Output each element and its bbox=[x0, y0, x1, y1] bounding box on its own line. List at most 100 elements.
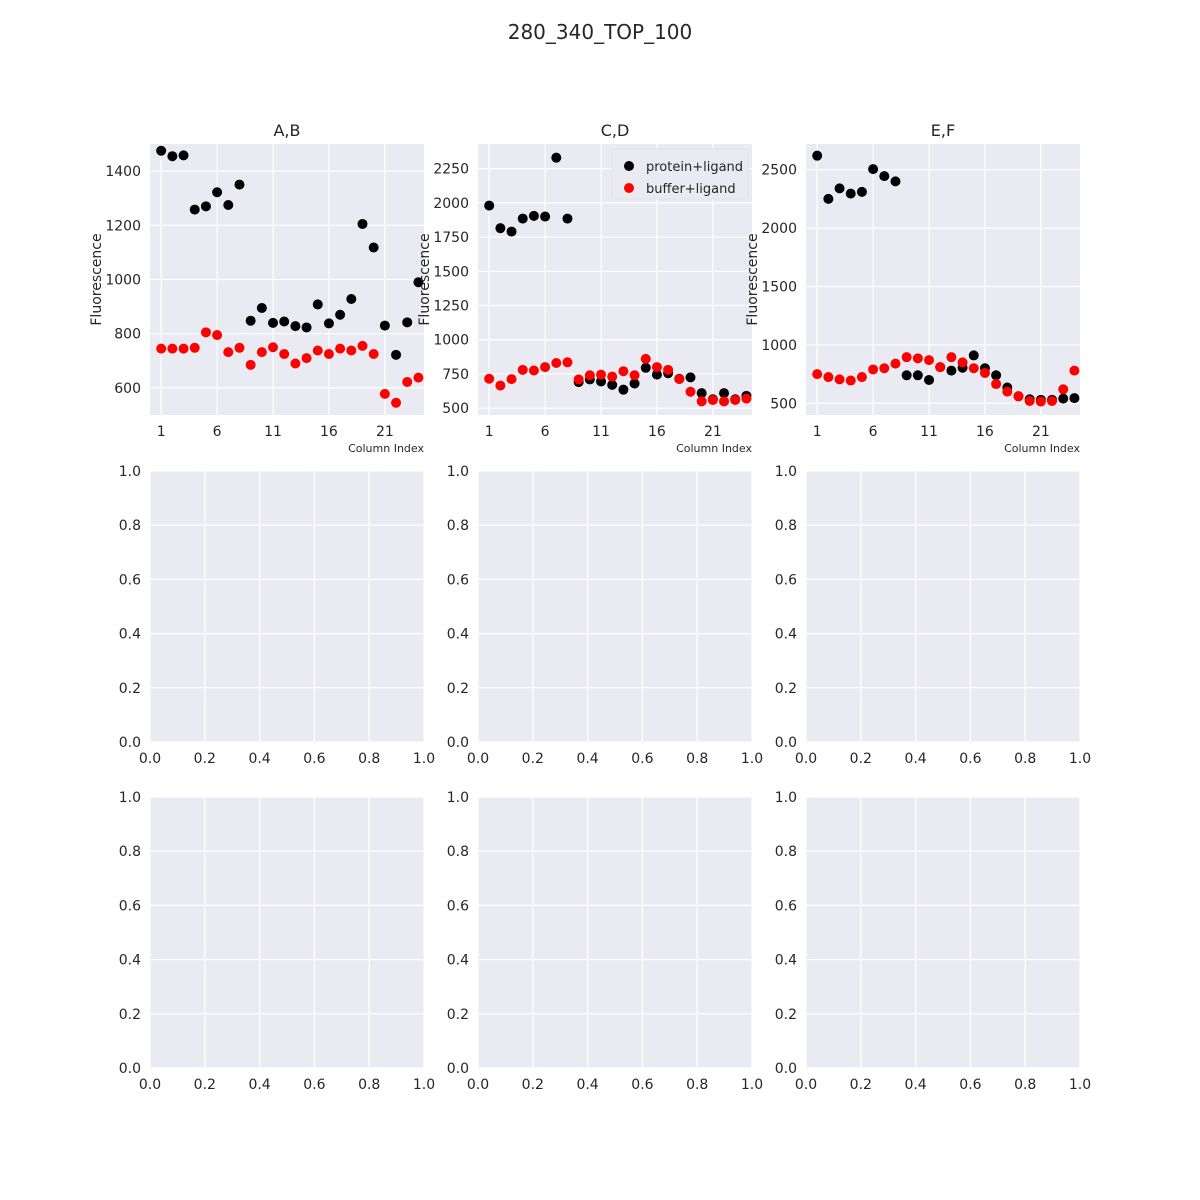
y-tick-label: 750 bbox=[442, 367, 469, 383]
data-point bbox=[651, 369, 662, 380]
data-point bbox=[584, 370, 595, 381]
data-point bbox=[812, 369, 823, 380]
x-tick-label: 6 bbox=[869, 424, 878, 440]
data-point bbox=[256, 302, 267, 313]
data-point bbox=[551, 152, 562, 163]
y-tick-label: 0.6 bbox=[775, 898, 797, 914]
x-tick-label: 1 bbox=[813, 424, 822, 440]
y-tick-label: 500 bbox=[442, 401, 469, 417]
y-tick-label: 0.8 bbox=[775, 844, 797, 860]
y-tick-label: 1.0 bbox=[119, 464, 141, 480]
y-tick-label: 2500 bbox=[761, 163, 797, 179]
y-tick-label: 0.8 bbox=[775, 518, 797, 534]
x-tick-label: 0.8 bbox=[1014, 751, 1036, 767]
chart-panel-5: 0.0 0.2 0.4 0.6 0.8 1.0 0.0 0.2 0.4 0.6 0.8 1.0 bbox=[447, 464, 763, 767]
data-point bbox=[991, 370, 1002, 381]
y-tick-label: 0.8 bbox=[119, 844, 141, 860]
legend-box bbox=[611, 148, 749, 200]
data-point bbox=[957, 357, 968, 368]
y-axis-label: Fluorescence bbox=[417, 233, 433, 325]
data-point bbox=[1013, 391, 1024, 402]
data-point bbox=[346, 294, 357, 305]
data-point bbox=[517, 213, 528, 224]
data-point bbox=[335, 309, 346, 320]
chart-panel-7: 0.0 0.2 0.4 0.6 0.8 1.0 0.0 0.2 0.4 0.6 0.8 1.0 bbox=[119, 790, 435, 1093]
y-tick-label: 1400 bbox=[105, 164, 141, 180]
x-tick-label: 1.0 bbox=[413, 1077, 435, 1093]
panel-title: C,D bbox=[601, 121, 630, 140]
x-tick-label: 0.0 bbox=[467, 1077, 489, 1093]
data-point bbox=[696, 396, 707, 407]
data-point bbox=[413, 277, 424, 288]
data-point bbox=[640, 362, 651, 373]
data-point bbox=[856, 372, 867, 383]
data-point bbox=[968, 350, 979, 361]
data-point bbox=[562, 213, 573, 224]
y-tick-label: 1200 bbox=[105, 218, 141, 234]
y-tick-label: 1.0 bbox=[447, 790, 469, 806]
data-point bbox=[596, 376, 607, 387]
data-point bbox=[1024, 395, 1035, 406]
legend-entry: buffer+ligand bbox=[646, 182, 736, 197]
plot-area bbox=[150, 797, 424, 1068]
data-point bbox=[856, 186, 867, 197]
x-tick-label: 16 bbox=[976, 424, 994, 440]
data-point bbox=[607, 379, 618, 390]
data-point bbox=[312, 345, 323, 356]
data-point bbox=[357, 340, 368, 351]
y-tick-label: 500 bbox=[770, 396, 797, 412]
x-tick-label: 1.0 bbox=[741, 751, 763, 767]
data-point bbox=[868, 164, 879, 175]
y-tick-label: 0.2 bbox=[119, 681, 141, 697]
data-point bbox=[223, 347, 234, 358]
y-tick-label: 0.8 bbox=[447, 518, 469, 534]
x-tick-label: 0.4 bbox=[904, 751, 926, 767]
data-point bbox=[823, 193, 834, 204]
data-point bbox=[968, 363, 979, 374]
data-point bbox=[379, 320, 390, 331]
data-point bbox=[607, 371, 618, 382]
y-tick-label: 0.0 bbox=[447, 1061, 469, 1077]
data-point bbox=[991, 379, 1002, 390]
data-point bbox=[178, 343, 189, 354]
data-point bbox=[901, 370, 912, 381]
series-protein-ligand bbox=[156, 145, 424, 360]
y-tick-label: 0.0 bbox=[775, 735, 797, 751]
plot-area bbox=[150, 471, 424, 742]
data-point bbox=[879, 171, 890, 182]
x-axis-label: Column Index bbox=[348, 442, 424, 455]
y-tick-label: 0.0 bbox=[775, 1061, 797, 1077]
data-point bbox=[890, 358, 901, 369]
data-point bbox=[629, 370, 640, 381]
data-point bbox=[506, 374, 517, 385]
y-tick-label: 0.0 bbox=[119, 735, 141, 751]
data-point bbox=[562, 357, 573, 368]
data-point bbox=[1058, 393, 1069, 404]
data-point bbox=[1069, 365, 1080, 376]
x-tick-label: 0.6 bbox=[959, 1077, 981, 1093]
data-point bbox=[212, 330, 223, 341]
x-tick-label: 0.2 bbox=[194, 1077, 216, 1093]
x-tick-label: 21 bbox=[376, 424, 394, 440]
series-buffer-ligand bbox=[812, 352, 1080, 407]
data-point bbox=[618, 366, 629, 377]
y-tick-label: 0.6 bbox=[447, 898, 469, 914]
data-point bbox=[323, 318, 334, 329]
y-tick-label: 1750 bbox=[433, 230, 469, 246]
x-axis-label: Column Index bbox=[676, 442, 752, 455]
data-point bbox=[674, 374, 685, 385]
chart-panel-4: 0.0 0.2 0.4 0.6 0.8 1.0 0.0 0.2 0.4 0.6 0.8 1.0 bbox=[119, 464, 435, 767]
y-tick-label: 1000 bbox=[433, 333, 469, 349]
data-point bbox=[189, 342, 200, 353]
x-tick-label: 0.0 bbox=[795, 1077, 817, 1093]
y-axis-label: Fluorescence bbox=[745, 233, 761, 325]
legend-marker bbox=[624, 183, 634, 193]
x-tick-label: 0.2 bbox=[850, 751, 872, 767]
data-point bbox=[256, 347, 267, 358]
y-tick-label: 1.0 bbox=[447, 464, 469, 480]
x-tick-label: 0.4 bbox=[576, 751, 598, 767]
data-point bbox=[596, 369, 607, 380]
x-axis-label: Column Index bbox=[1004, 442, 1080, 455]
